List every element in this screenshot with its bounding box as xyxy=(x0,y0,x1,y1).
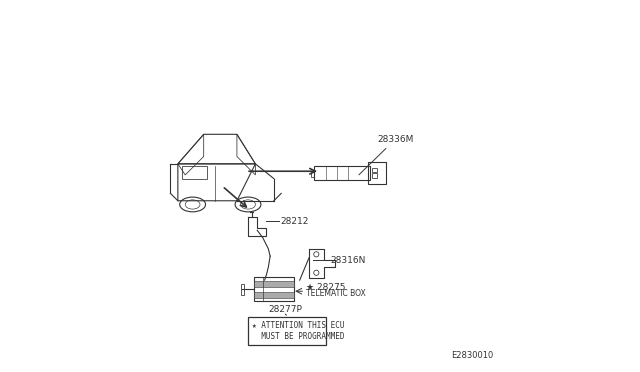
Text: 28277P: 28277P xyxy=(268,305,302,314)
Text: 28316N: 28316N xyxy=(330,256,365,265)
Bar xyxy=(314,166,370,180)
Bar xyxy=(372,173,377,177)
Text: E2830010: E2830010 xyxy=(451,350,493,359)
Text: ★ 28275: ★ 28275 xyxy=(306,283,346,292)
Bar xyxy=(311,171,314,177)
Text: 28336M: 28336M xyxy=(359,135,413,175)
Bar xyxy=(241,284,244,295)
Text: 28212: 28212 xyxy=(280,217,309,226)
Bar xyxy=(253,278,294,301)
Text: MUST BE PROGRAMMED: MUST BE PROGRAMMED xyxy=(252,332,344,341)
Text: TELEMATIC BOX: TELEMATIC BOX xyxy=(306,289,365,298)
Bar xyxy=(253,292,294,298)
Bar xyxy=(368,162,387,184)
Bar xyxy=(253,281,294,286)
Text: ★ ATTENTION THIS ECU: ★ ATTENTION THIS ECU xyxy=(252,321,344,330)
Bar xyxy=(372,168,377,172)
